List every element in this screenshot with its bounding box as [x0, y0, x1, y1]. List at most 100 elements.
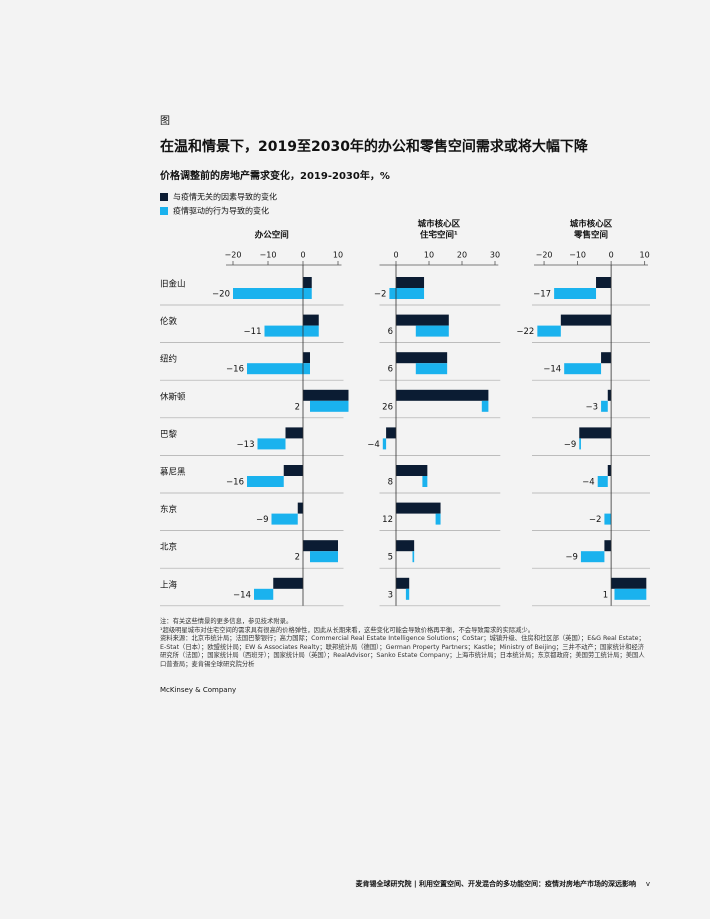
category-label: 上海 — [160, 579, 178, 590]
bar — [415, 363, 448, 375]
bar — [597, 476, 608, 487]
bar — [481, 400, 489, 412]
bar — [310, 400, 349, 412]
bar — [257, 438, 286, 450]
bar — [415, 325, 449, 337]
bar — [303, 352, 310, 364]
x-tick-label: −10 — [569, 251, 586, 260]
data-label: −17 — [533, 290, 551, 300]
legend-label: 疫情驱动的行为导致的变化 — [173, 206, 269, 216]
bar — [283, 465, 303, 476]
data-label: −9 — [256, 515, 269, 525]
x-tick-label: 30 — [490, 251, 500, 260]
bar — [435, 513, 441, 525]
data-label: −2 — [589, 515, 602, 525]
panel-title: 住宅空间¹ — [420, 230, 458, 241]
bar — [579, 438, 581, 450]
x-tick-label: 20 — [457, 251, 467, 260]
bar — [604, 540, 612, 552]
data-label: −9 — [565, 553, 578, 563]
bar — [614, 588, 647, 600]
bar — [601, 400, 608, 412]
x-tick-label: −20 — [225, 251, 242, 260]
category-label: 旧金山 — [160, 279, 186, 290]
data-label: 26 — [382, 402, 393, 412]
bar — [537, 325, 561, 337]
data-label: −16 — [226, 478, 244, 488]
data-label: −2 — [374, 290, 387, 300]
x-tick-label: 10 — [424, 251, 434, 260]
bar — [303, 314, 319, 326]
bar — [254, 588, 274, 600]
bar — [564, 363, 602, 375]
data-label: 3 — [388, 590, 393, 600]
bar — [396, 314, 449, 326]
bar — [396, 465, 428, 476]
bar — [382, 438, 387, 450]
data-label: 6 — [388, 327, 393, 337]
running-footer: 麦肯锡全球研究院 | 利用空置空间、开发混合的多功能空间：疫情对房地产市场的深远… — [356, 879, 636, 889]
data-label: −14 — [233, 590, 251, 600]
brand: McKinsey & Company — [160, 686, 236, 694]
bar — [303, 389, 349, 401]
panel-title: 办公空间 — [255, 230, 289, 241]
category-label: 休斯顿 — [160, 391, 186, 402]
bar — [389, 288, 425, 299]
bar — [247, 476, 284, 487]
bar — [554, 288, 597, 299]
x-tick-label: 10 — [333, 251, 343, 260]
bar — [607, 465, 612, 476]
x-tick-label: 0 — [393, 251, 398, 260]
data-label: 6 — [388, 365, 393, 375]
bar — [233, 288, 312, 299]
data-label: 5 — [388, 553, 393, 563]
bar — [412, 551, 415, 563]
data-label: −9 — [564, 440, 577, 450]
chart-subtitle: 价格调整前的房地产需求变化，2019-2030年，% — [160, 169, 390, 182]
data-label: −16 — [226, 365, 244, 375]
category-label: 巴黎 — [160, 429, 178, 440]
bar — [604, 513, 612, 525]
note: 资料来源：北京市统计局；法国巴黎银行；高力国际；Commercial Real … — [160, 635, 645, 668]
bar — [285, 427, 303, 439]
category-label: 慕尼黑 — [160, 467, 186, 478]
bar — [386, 427, 396, 439]
bar — [303, 277, 312, 288]
bar — [264, 325, 319, 337]
bar — [273, 577, 303, 589]
data-label: −22 — [516, 327, 534, 337]
data-label: 2 — [295, 402, 300, 412]
notes: 注：有关这些情景的更多信息，参见技术附录。 ¹超级明星城市对住宅空间的需求具有很… — [160, 618, 650, 670]
data-label: −3 — [586, 402, 599, 412]
bar — [405, 588, 410, 600]
data-label: −4 — [582, 478, 595, 488]
bar — [601, 352, 612, 364]
bar — [596, 277, 612, 288]
category-label: 北京 — [160, 542, 177, 553]
panel-title: 城市核心区 — [418, 219, 461, 230]
data-label: −11 — [244, 327, 262, 337]
page-number: v — [646, 880, 650, 888]
data-label: −13 — [237, 440, 255, 450]
bar — [396, 577, 410, 589]
data-label: 8 — [388, 478, 393, 488]
bar — [396, 502, 441, 514]
bar — [396, 277, 425, 288]
bar — [422, 476, 428, 487]
x-tick-label: 10 — [640, 251, 650, 260]
legend-swatch — [160, 193, 168, 201]
bar — [560, 314, 612, 326]
bar — [310, 551, 338, 563]
bar — [580, 551, 605, 563]
x-tick-label: 0 — [300, 251, 305, 260]
data-label: −20 — [212, 290, 230, 300]
note: 注：有关这些情景的更多信息，参见技术附录。 — [160, 618, 293, 625]
x-tick-label: −20 — [536, 251, 553, 260]
bar — [396, 540, 415, 552]
x-tick-label: −10 — [260, 251, 277, 260]
chart-title: 在温和情景下，2019至2030年的办公和零售空间需求或将大幅下降 — [160, 138, 589, 155]
data-label: −4 — [367, 440, 380, 450]
figure-label: 图 — [160, 115, 170, 127]
